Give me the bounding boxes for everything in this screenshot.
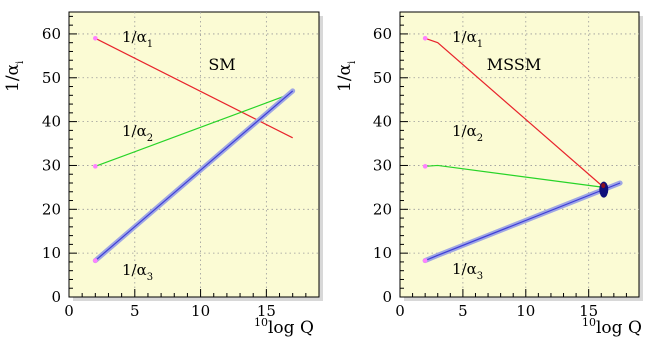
x-tick-label: 5 (130, 302, 140, 320)
y-tick-label: 20 (373, 200, 392, 218)
y-tick-label: 60 (373, 25, 392, 43)
series-start-point (422, 36, 428, 41)
y-tick-label: 40 (42, 113, 61, 131)
y-tick-label: 10 (42, 244, 61, 262)
y-tick-label: 30 (42, 156, 61, 174)
plot-area (399, 11, 640, 298)
series-label-alpha3: 1/α3 (452, 260, 483, 282)
series-start-point (93, 164, 98, 169)
series-line-alpha1 (424, 37, 605, 188)
y-tick-label: 30 (373, 156, 392, 174)
chart-panel-1: 0 10 20 30 40 50 60 0 5 10 15 SM 1/α1 1/α2 1/α3 1/αi 10l… (3, 11, 323, 338)
series-line-alpha2 (425, 164, 604, 188)
x-tick-label: 15 (257, 302, 276, 320)
x-tick-label: 10 (516, 302, 535, 320)
y-tick-label: 0 (51, 288, 61, 306)
x-tick-label: 0 (395, 302, 405, 320)
panel-title: SM (208, 55, 235, 74)
x-tick-label: 15 (579, 302, 598, 320)
series-line-alpha2 (95, 92, 293, 167)
series-line-alpha3 (94, 90, 294, 262)
x-axis-title: 10log Q (254, 316, 314, 338)
series-label-alpha2: 1/α2 (452, 122, 483, 144)
y-tick-label: 50 (42, 69, 61, 87)
series-label-alpha1: 1/α1 (122, 28, 153, 50)
y-axis-title: 1/αi (3, 61, 26, 92)
y-tick-label: 60 (42, 25, 61, 43)
y-axis-title-text: 1/αi (3, 61, 26, 92)
panel-title: MSSM (487, 55, 541, 74)
y-tick-label: 0 (382, 288, 392, 306)
series-start-point (93, 258, 98, 263)
unification-point-highlight (601, 183, 606, 189)
x-tick-label: 0 (64, 302, 74, 320)
series-label-alpha2: 1/α2 (122, 122, 153, 144)
y-tick-label: 10 (373, 244, 392, 262)
y-axis-title-text: 1/αi (335, 61, 358, 92)
series-label-alpha3: 1/α3 (122, 261, 153, 283)
y-axis-title: 1/αi (335, 61, 358, 92)
y-tick-label: 20 (42, 200, 61, 218)
series-line-alpha3 (424, 182, 621, 262)
x-tick-label: 10 (191, 302, 210, 320)
series-start-point (422, 258, 428, 263)
series-label-alpha1: 1/α1 (452, 28, 483, 50)
series-start-point (93, 36, 98, 41)
x-axis-title: 10log Q (582, 316, 642, 338)
y-tick-label: 50 (373, 69, 392, 87)
series-start-point (422, 164, 428, 169)
y-tick-label: 40 (373, 113, 392, 131)
x-tick-label: 5 (458, 302, 468, 320)
